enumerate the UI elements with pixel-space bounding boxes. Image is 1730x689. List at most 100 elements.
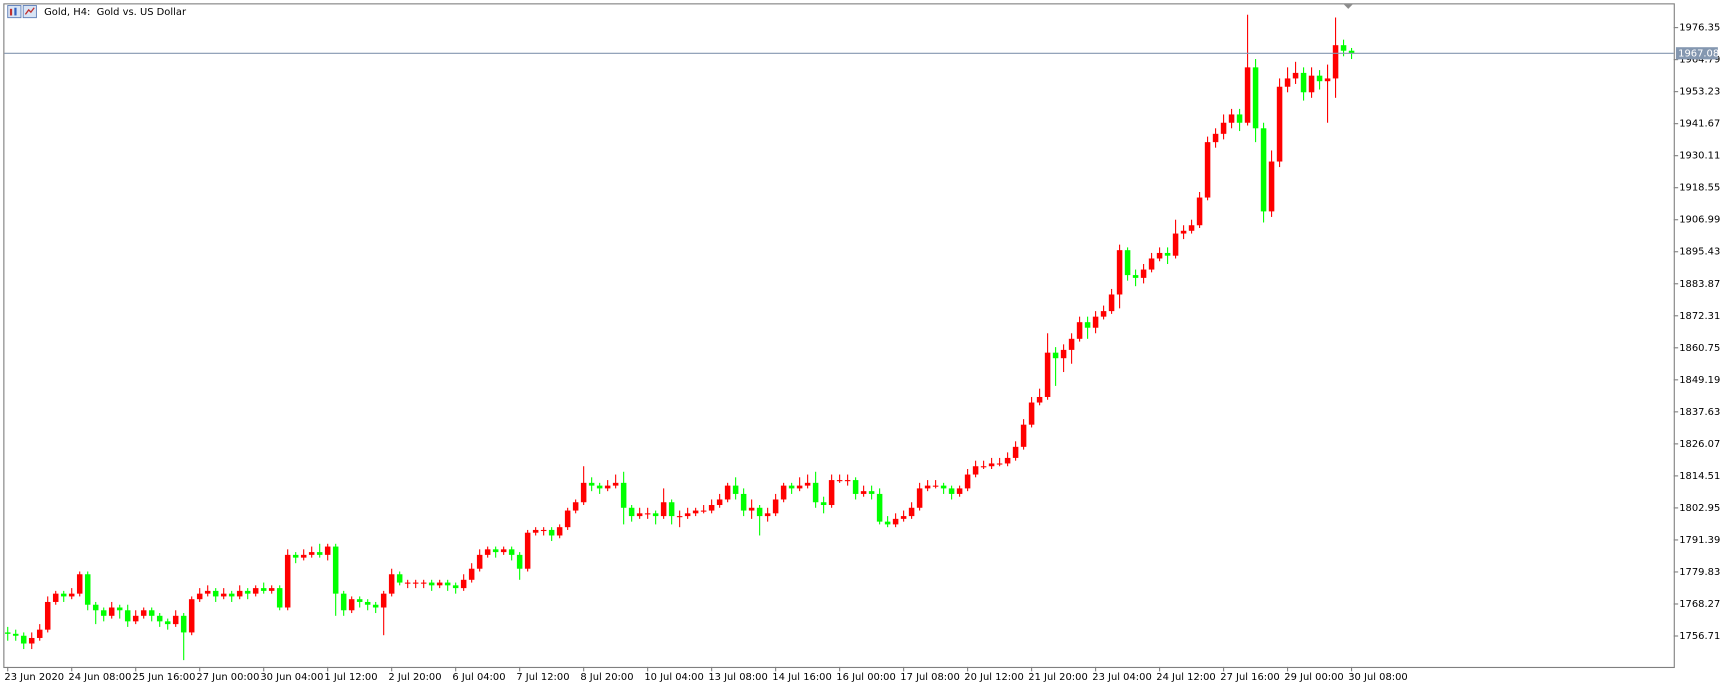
y-tick-label: 1814.51 [1679,471,1720,482]
candle-body [444,582,451,586]
candle-body [484,549,491,555]
candle-body [452,585,459,589]
x-tick-label: 8 Jul 20:00 [580,672,633,683]
candle-body [916,488,923,508]
x-tick-label: 20 Jul 12:00 [964,672,1023,683]
candle-body [796,485,803,489]
candle-body [12,633,19,636]
candle-body [1060,349,1067,359]
candle-body [708,505,715,511]
candle-body [988,463,995,467]
current-price-box [1675,47,1718,60]
symbol-icon [7,5,37,19]
candle-body [964,474,971,489]
x-tick-label: 14 Jul 16:00 [772,672,831,683]
candle-body [556,527,563,536]
y-tick-label: 1837.63 [1679,407,1720,418]
candle-body [1316,75,1323,82]
candle-body [1196,197,1203,226]
candle-body [212,590,219,597]
candle-body [1292,72,1299,79]
candle-body [1332,45,1339,79]
candle-body [1172,233,1179,256]
candle-body [396,574,403,583]
candle-body [1260,128,1267,212]
candle-body [164,621,171,625]
candle-body [1156,252,1163,259]
candle-body [596,485,603,489]
candle-body [652,513,659,517]
candle-body [228,593,235,597]
x-tick-label: 7 Jul 12:00 [516,672,569,683]
candle-body [420,582,427,584]
candle-body [1244,67,1251,123]
y-tick-label: 1872.31 [1679,311,1720,322]
candle-body [508,549,515,555]
candle-body [1180,230,1187,234]
candle-body [636,513,643,517]
candle-body [1132,275,1139,278]
candle-body [100,610,107,616]
candle-body [372,604,379,608]
candle-body [1164,252,1171,256]
candle-body [292,554,299,558]
chart-title: Gold, H4: Gold vs. US Dollar [44,7,187,18]
candle-body [92,604,99,611]
candle-body [52,593,59,602]
candle-body [1076,322,1083,339]
y-tick-label: 1849.19 [1679,375,1720,386]
y-tick-label: 1860.75 [1679,343,1720,354]
candle-body [220,593,227,597]
candle-body [140,610,147,616]
candle-body [1276,86,1283,162]
candle-body [932,485,939,487]
candle-body [356,599,363,602]
candle-body [1228,114,1235,123]
candle-body [748,507,755,511]
x-tick-label: 24 Jul 12:00 [1156,672,1215,683]
candle-body [612,482,619,486]
candle-body [196,593,203,600]
candle-body [1044,352,1051,397]
candle-body [44,601,51,630]
candle-body [716,499,723,506]
candle-body [1212,133,1219,143]
candle-body [572,502,579,511]
candle-body [852,480,859,494]
candle-body [380,593,387,608]
candle-body [740,493,747,511]
x-tick-label: 27 Jun 00:00 [196,672,259,683]
candle-body [36,629,43,638]
candle-body [148,610,155,616]
candle-body [1068,338,1075,350]
candle-body [404,582,411,584]
x-tick-label: 23 Jun 2020 [4,672,64,683]
candle-body [524,532,531,569]
candle-body [884,521,891,525]
candle-body [468,568,475,580]
candle-body [1268,161,1275,212]
candle-body [308,552,315,555]
y-tick-label: 1895.43 [1679,247,1720,258]
candle-body [300,554,307,558]
candle-body [132,615,139,622]
y-tick-label: 1791.39 [1679,535,1720,546]
y-tick-label: 1768.27 [1679,599,1720,610]
y-tick-label: 1930.11 [1679,151,1720,162]
y-tick-label: 1953.23 [1679,87,1720,98]
candle-body [892,518,899,525]
candle-body [188,599,195,633]
candle-body [604,485,611,489]
candle-body [1284,78,1291,87]
candle-body [1252,67,1259,129]
x-tick-label: 27 Jul 16:00 [1220,672,1279,683]
candle-body [692,510,699,514]
candle-body [1092,316,1099,328]
y-tick-label: 1802.95 [1679,503,1720,514]
candle-body [668,502,675,517]
candle-body [1236,114,1243,123]
candle-body [548,529,555,536]
candle-body [116,607,123,611]
candle-body [924,485,931,489]
